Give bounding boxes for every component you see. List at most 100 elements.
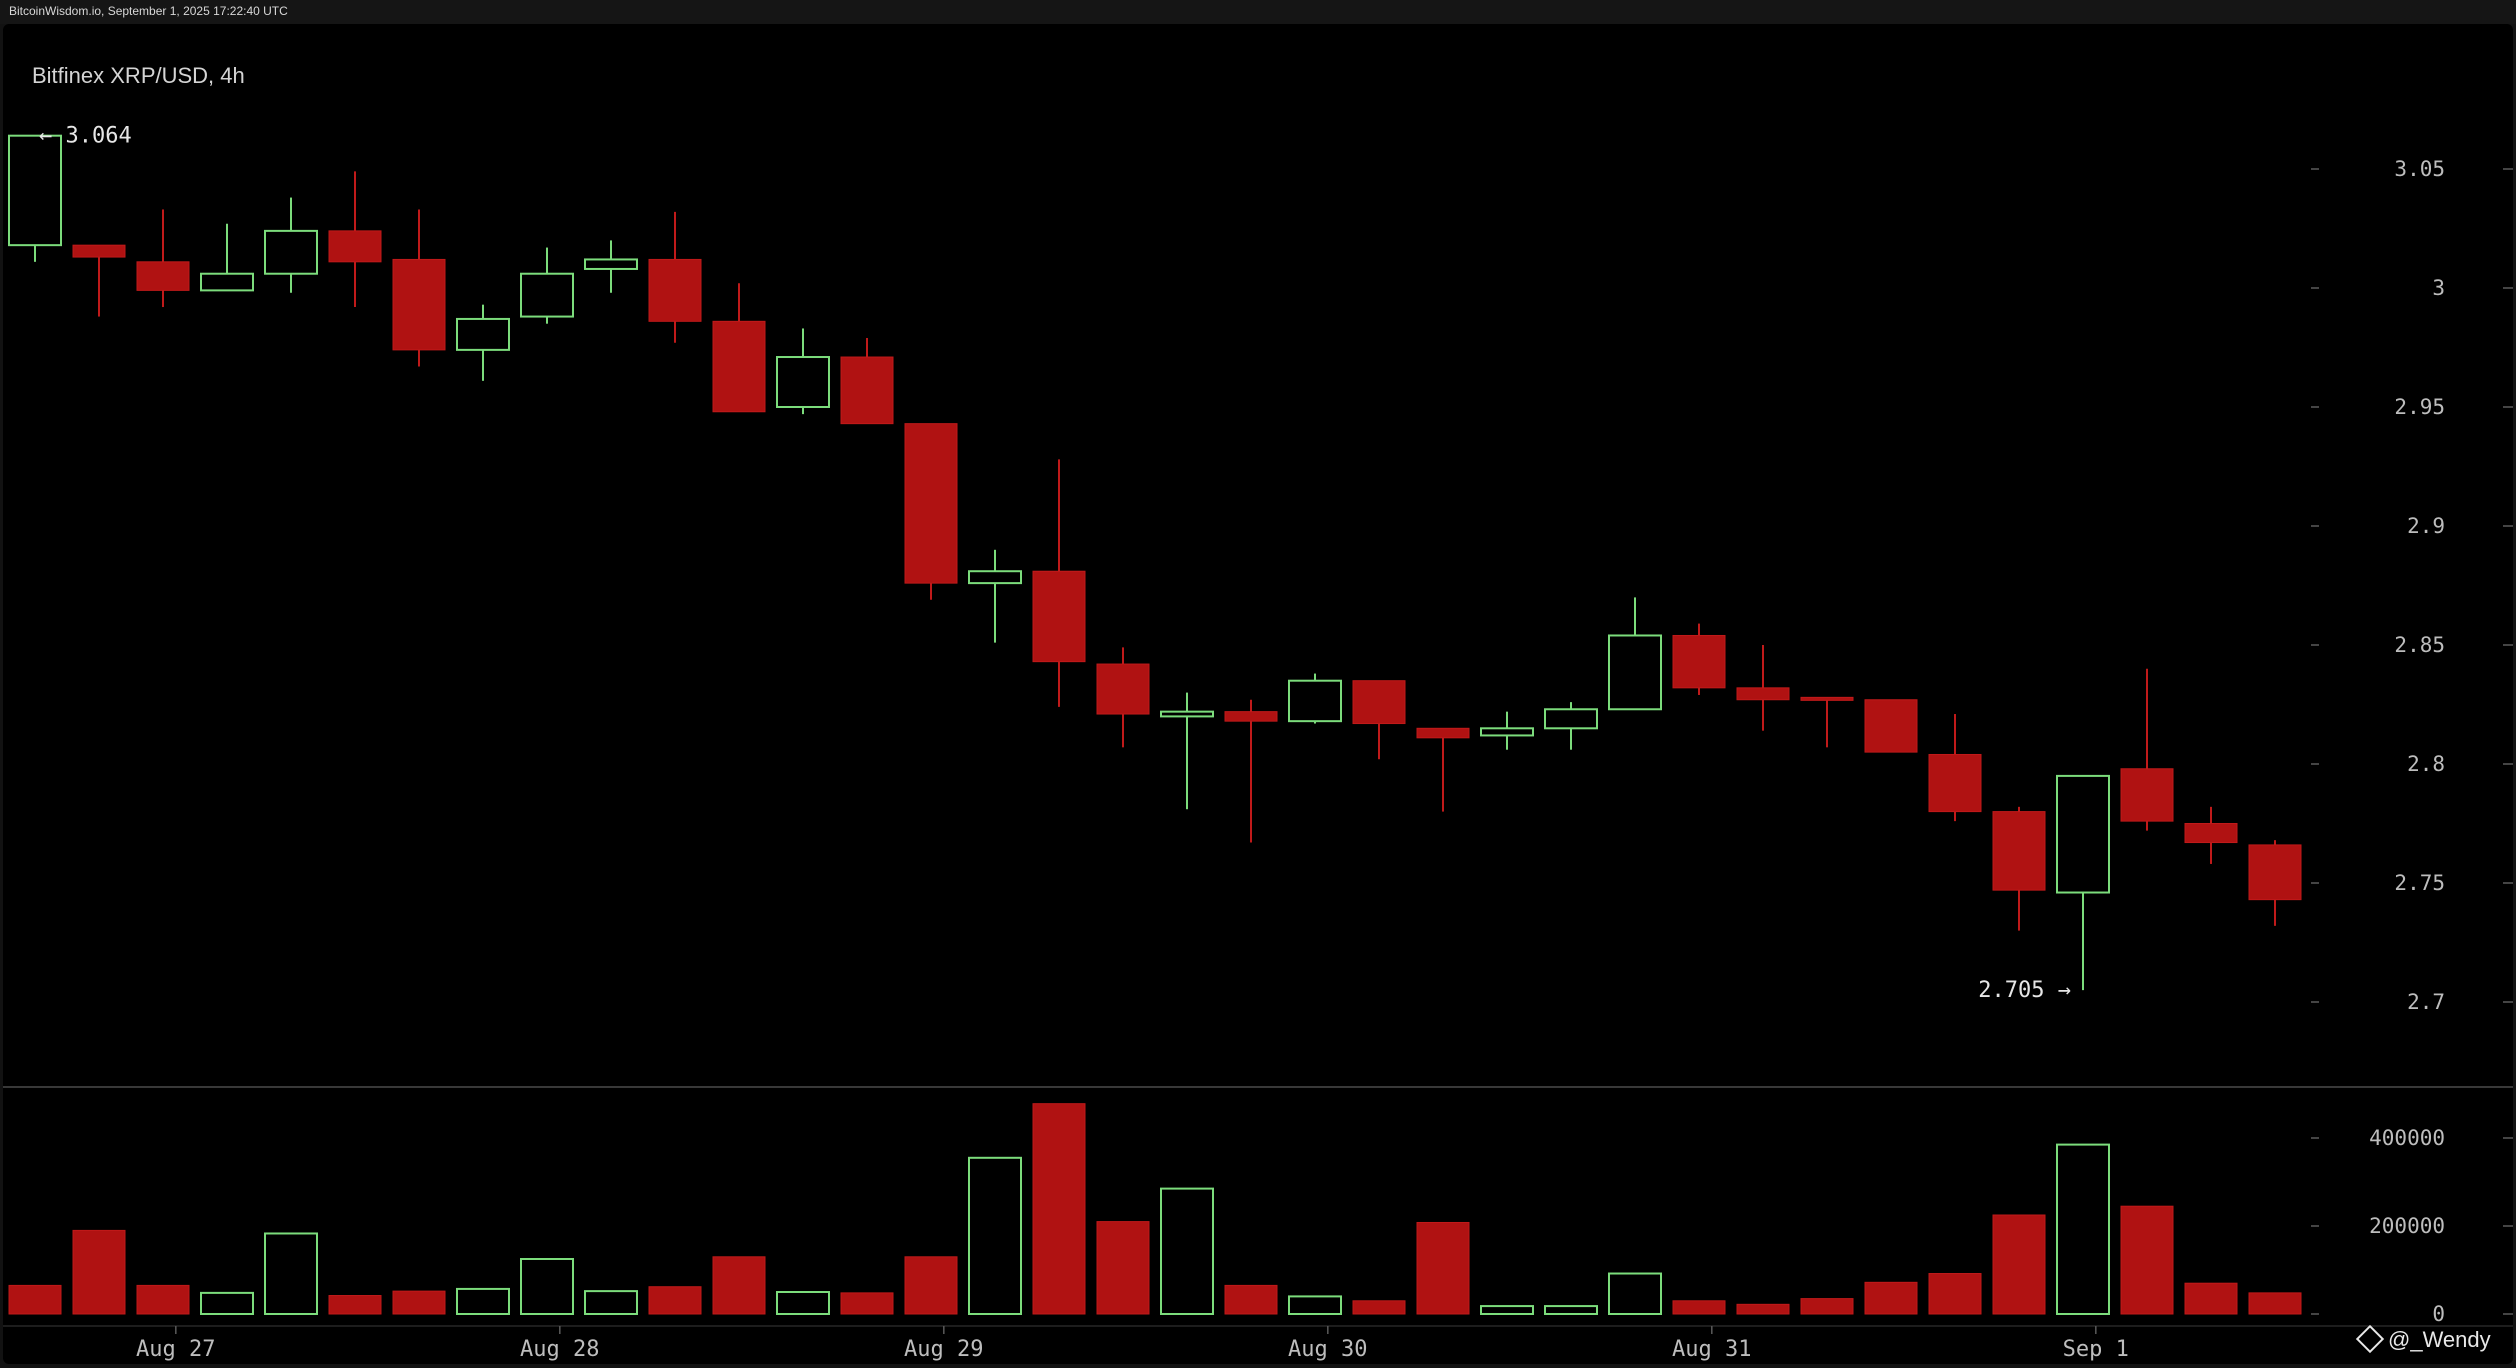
candle-body [1736, 687, 1790, 701]
volume-bar [392, 1290, 446, 1315]
volume-bar [584, 1290, 638, 1315]
date-tick-label: Aug 27 [136, 1337, 215, 1362]
source-caption: BitcoinWisdom.io, September 1, 2025 17:2… [9, 4, 288, 18]
volume-bar [1160, 1187, 1214, 1315]
volume-bar [904, 1256, 958, 1315]
candle-body [1544, 708, 1598, 730]
axis-labels: 3.05 3 2.95 2.9 2.85 2.8 2.75 2.7 400000 200000 0 A… [39, 124, 2513, 1362]
candle-body [584, 258, 638, 270]
volume-bar [1352, 1300, 1406, 1315]
volume-bar [1288, 1295, 1342, 1316]
volume-bar [712, 1256, 766, 1315]
volume-bar [1096, 1221, 1150, 1315]
candle-body [1480, 727, 1534, 737]
volume-bar [2056, 1143, 2110, 1315]
candle-body [648, 258, 702, 322]
price-tick-label: 2.9 [2407, 514, 2445, 538]
price-tick-label: 2.75 [2394, 871, 2445, 895]
volume-bar [1992, 1214, 2046, 1315]
date-tick-label: Sep 1 [2063, 1337, 2129, 1362]
volume-bar [72, 1229, 126, 1315]
candle-body [840, 356, 894, 425]
volume-bar [1800, 1298, 1854, 1315]
volume-bar [520, 1258, 574, 1315]
candle-body [1224, 711, 1278, 722]
candle-body [392, 258, 446, 351]
date-tick-label: Aug 31 [1672, 1337, 1751, 1362]
candle-body [136, 261, 190, 291]
volume-bar [1864, 1281, 1918, 1315]
volume-bar [136, 1284, 190, 1315]
price-candles [8, 134, 2302, 991]
candle-body [1992, 811, 2046, 891]
high-price-annotation: ← 3.064 [39, 124, 132, 149]
volume-bar [1032, 1103, 1086, 1315]
candle-body [1672, 634, 1726, 689]
candle-body [200, 272, 254, 292]
date-tick-label: Aug 30 [1288, 1337, 1367, 1362]
volume-bar [1544, 1305, 1598, 1315]
date-tick-label: Aug 28 [520, 1337, 599, 1362]
candle-body [1288, 679, 1342, 723]
candle-body [2248, 844, 2302, 901]
volume-bar [1224, 1284, 1278, 1315]
diamond-icon [2355, 1324, 2385, 1354]
price-tick-label: 2.8 [2407, 752, 2445, 776]
candle-body [72, 244, 126, 258]
volume-bar [456, 1287, 510, 1316]
low-price-annotation: 2.705 → [1978, 978, 2071, 1003]
candle-body [1928, 753, 1982, 813]
price-tick-label: 2.85 [2394, 633, 2445, 657]
volume-bars [8, 1103, 2302, 1316]
candle-body [1032, 570, 1086, 663]
volume-bar [2248, 1292, 2302, 1315]
volume-bar [1672, 1300, 1726, 1315]
date-tick-label: Aug 29 [904, 1337, 983, 1362]
price-tick-label: 2.7 [2407, 990, 2445, 1014]
candle-body [1416, 727, 1470, 739]
volume-bar [1928, 1273, 1982, 1315]
candle-body [1096, 663, 1150, 715]
candle-body [2184, 823, 2238, 844]
candle-body [264, 229, 318, 275]
volume-bar [328, 1295, 382, 1315]
candle-body [904, 423, 958, 584]
candle-body [1800, 696, 1854, 701]
volume-bar [8, 1284, 62, 1315]
candle-body [1608, 634, 1662, 711]
candle-body [968, 570, 1022, 585]
volume-bar [1736, 1303, 1790, 1315]
volume-tick-label: 0 [2432, 1302, 2445, 1326]
price-tick-label: 3.05 [2394, 157, 2445, 181]
volume-bar [1480, 1305, 1534, 1315]
volume-bar [2120, 1205, 2174, 1315]
volume-bar [776, 1291, 830, 1315]
candle-body [2056, 774, 2110, 894]
candle-body [1160, 710, 1214, 718]
volume-bar [840, 1292, 894, 1315]
volume-bar [648, 1286, 702, 1315]
candle-body [1352, 680, 1406, 725]
grid-layer [3, 1086, 2513, 1327]
volume-bar [968, 1156, 1022, 1316]
author-watermark: @_Wendy [2355, 1324, 2491, 1354]
top-bar: BitcoinWisdom.io, September 1, 2025 17:2… [0, 0, 2516, 24]
volume-bar [2184, 1282, 2238, 1315]
volume-tick-label: 400000 [2369, 1126, 2445, 1150]
chart-title: Bitfinex XRP/USD, 4h [32, 63, 245, 88]
candle-body [712, 320, 766, 413]
volume-tick-label: 200000 [2369, 1214, 2445, 1238]
volume-bar [264, 1232, 318, 1315]
candle-body [1864, 699, 1918, 753]
price-tick-label: 3 [2432, 276, 2445, 300]
candle-body [328, 230, 382, 263]
candle-body [776, 356, 830, 408]
volume-bar [1608, 1272, 1662, 1316]
candle-body [456, 317, 510, 351]
chart-panel: 3.05 3 2.95 2.9 2.85 2.8 2.75 2.7 400000 200000 0 A… [3, 24, 2513, 1364]
watermark-text: @_Wendy [2388, 1327, 2491, 1352]
candle-body [2120, 768, 2174, 822]
candle-body [8, 134, 62, 247]
candle-body [520, 272, 574, 318]
chart-canvas[interactable]: 3.05 3 2.95 2.9 2.85 2.8 2.75 2.7 400000 200000 0 A… [3, 24, 2513, 1364]
